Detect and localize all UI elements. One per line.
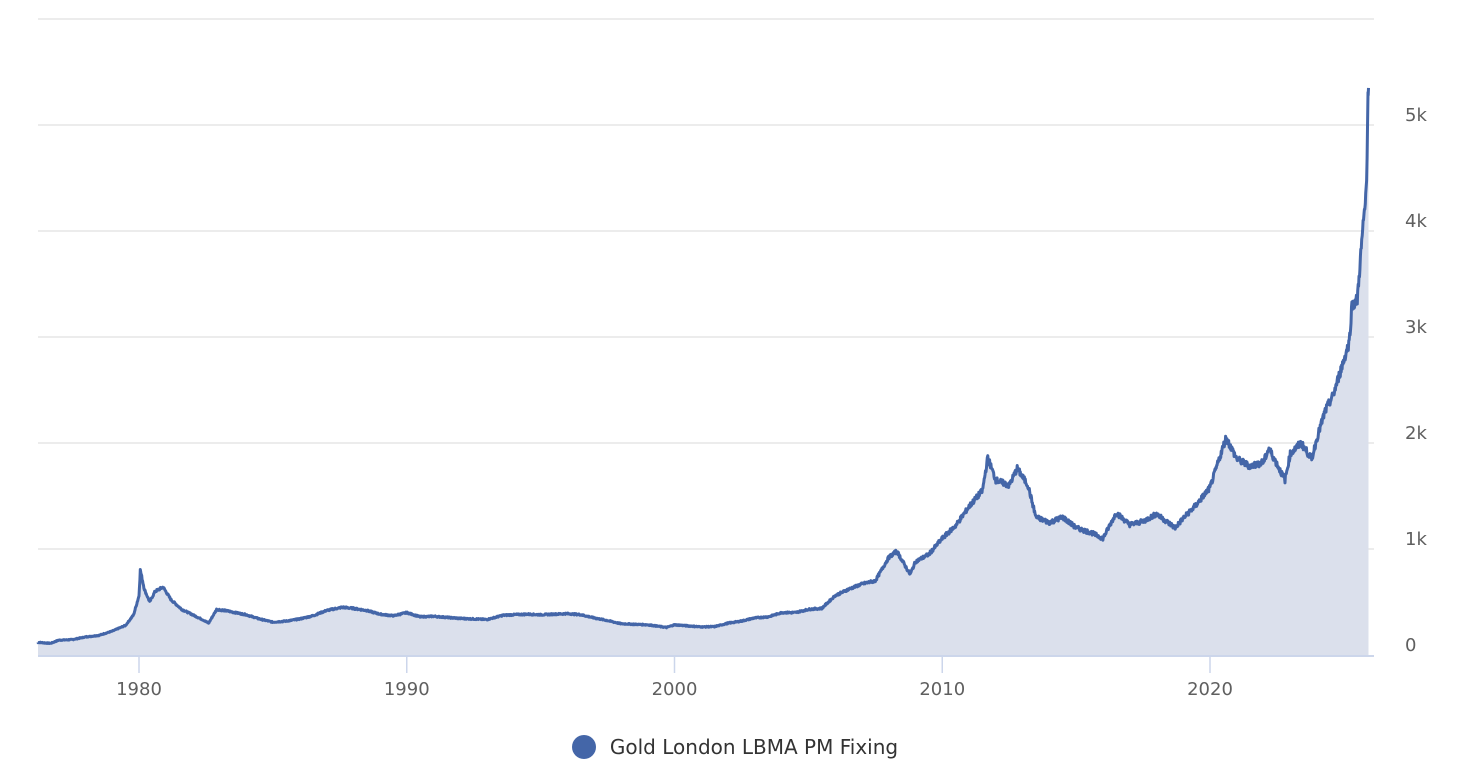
price-area-fill [38, 87, 1369, 655]
y-tick-label: 2k [1405, 423, 1427, 444]
gridlines [38, 18, 1374, 550]
x-tick-label: 1980 [116, 679, 162, 700]
x-axis-ticks: 1980 1990 2000 2010 2020 [116, 656, 1233, 700]
legend[interactable]: Gold London LBMA PM Fixing [0, 732, 1470, 762]
x-tick-label: 1990 [384, 679, 430, 700]
y-tick-label: 1k [1405, 529, 1427, 550]
x-tick-label: 2020 [1187, 679, 1233, 700]
y-tick-label: 3k [1405, 317, 1427, 338]
y-tick-label: 0 [1405, 635, 1416, 656]
legend-series-label[interactable]: Gold London LBMA PM Fixing [609, 735, 899, 759]
y-axis-ticks: 0 1k 2k 3k 4k 5k [1405, 105, 1427, 656]
legend-series-marker-icon[interactable] [571, 735, 596, 759]
price-line[interactable] [36, 87, 1370, 645]
y-tick-label: 4k [1405, 211, 1427, 232]
y-tick-label: 5k [1405, 105, 1427, 126]
x-tick-label: 2010 [919, 679, 965, 700]
x-tick-label: 2000 [652, 679, 698, 700]
